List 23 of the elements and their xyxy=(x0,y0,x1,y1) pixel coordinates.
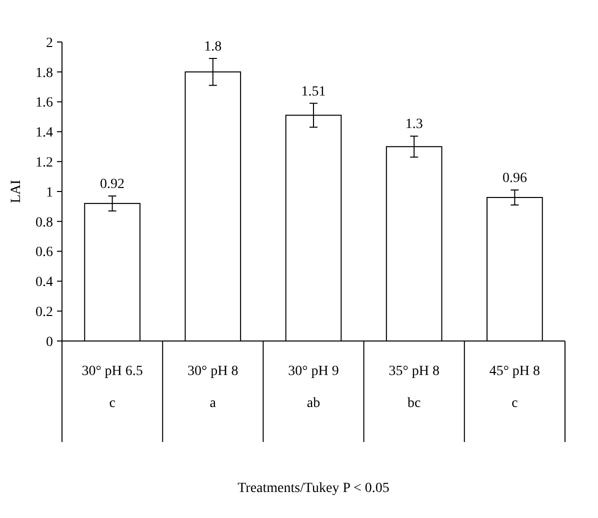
y-tick-label: 0.4 xyxy=(36,275,53,290)
y-tick-label: 1.8 xyxy=(36,66,53,81)
category-label: 30° pH 9 ab xyxy=(288,364,339,411)
category-label: 30° pH 8 a xyxy=(188,364,238,411)
y-tick-label: 0.6 xyxy=(36,245,53,260)
data-label: 0.96 xyxy=(502,171,527,186)
data-label: 1.3 xyxy=(405,117,423,132)
y-tick-label: 2 xyxy=(46,36,53,51)
y-tick-label: 1.2 xyxy=(36,156,53,170)
category-label: 30° pH 6.5 c xyxy=(82,364,143,411)
y-tick-label: 1.4 xyxy=(36,126,53,141)
data-label: 0.92 xyxy=(100,176,125,192)
y-tick-label: 1.6 xyxy=(36,96,53,111)
category-label: 45° pH 8 c xyxy=(489,364,540,411)
y-tick-label: 0.8 xyxy=(36,215,53,230)
y-tick-label: 1 xyxy=(46,185,53,200)
category-label: 35° pH 8 bc xyxy=(388,364,440,411)
y-tick-label: 0.2 xyxy=(36,305,53,320)
text: Treatments/Tukey P < 0.05 xyxy=(238,481,390,496)
y-axis-title: LAI xyxy=(9,180,24,204)
y-tick-label: 0 xyxy=(46,334,53,350)
data-label: 1.51 xyxy=(301,84,326,100)
data-label: 1.8 xyxy=(204,39,222,54)
